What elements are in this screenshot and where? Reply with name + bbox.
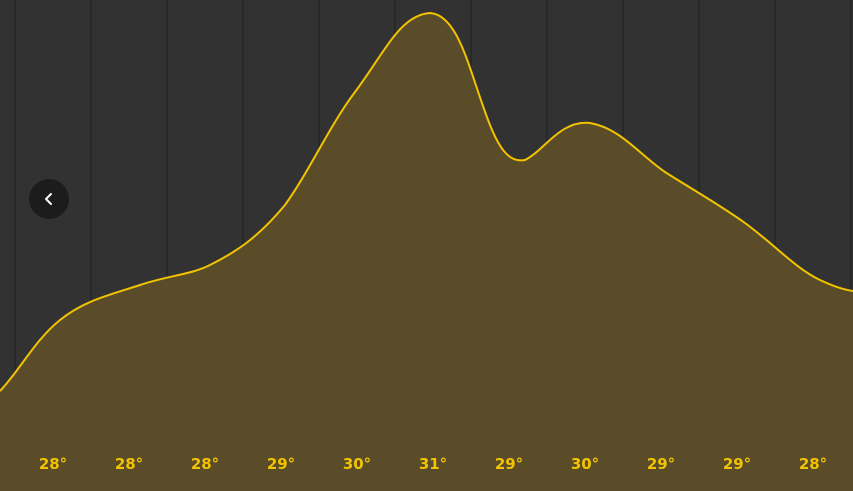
temperature-label: 28° (191, 455, 219, 473)
temperature-label: 31° (419, 455, 447, 473)
temperature-label: 29° (495, 455, 523, 473)
temperature-label: 30° (343, 455, 371, 473)
temperature-label: 29° (647, 455, 675, 473)
temperature-label: 28° (115, 455, 143, 473)
temperature-label: 29° (267, 455, 295, 473)
temperature-label: 29° (723, 455, 751, 473)
temperature-labels: 28° 28° 28° 29° 30° 31° 29° 30° 29° 29° 28° (39, 455, 827, 473)
temperature-label: 28° (799, 455, 827, 473)
temperature-label: 30° (571, 455, 599, 473)
temperature-area (0, 13, 853, 491)
temperature-curve (0, 11, 853, 392)
back-button[interactable] (29, 179, 69, 219)
temperature-label: 28° (39, 455, 67, 473)
chevron-left-icon (45, 193, 52, 205)
